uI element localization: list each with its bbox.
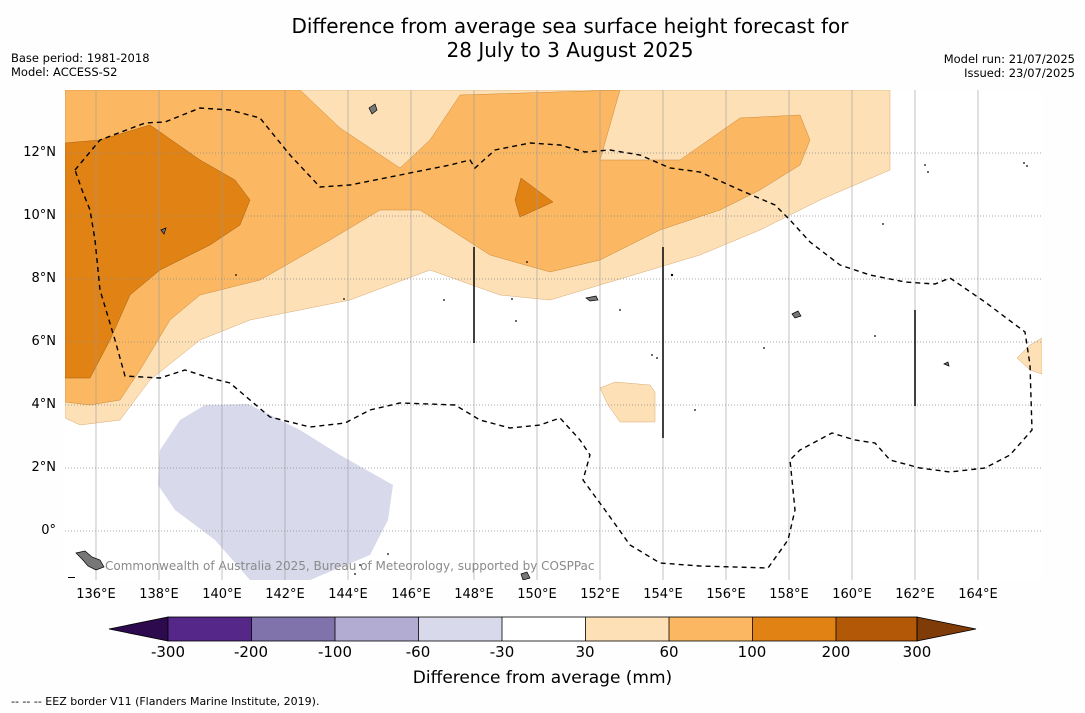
lon-label: 156°E [706,587,746,602]
colorbar-swatch [502,617,586,641]
colorbar-swatch [669,617,753,641]
colorbar-tick: 200 [821,643,851,661]
eez-legend: -- -- -- EEZ border V11 (Flanders Marine… [11,695,320,708]
band-neg-60-30 [158,404,393,580]
lat-label: 8°N [31,271,57,286]
map-title: Difference from average sea surface heig… [170,14,970,62]
colorbar-tick: 60 [659,643,679,661]
lon-label: 144°E [328,587,368,602]
lon-label: 138°E [139,587,179,602]
lon-label: 152°E [580,587,620,602]
base-period: Base period: 1981-2018 [11,51,150,65]
island-png-coast [75,550,105,571]
lon-label: 158°E [769,587,809,602]
title-line-1: Difference from average sea surface heig… [291,14,849,38]
lon-label: 162°E [895,587,935,602]
lat-label: 6°N [31,334,57,349]
island-chuuk [585,295,599,302]
maritime-boundaries [473,247,916,438]
lat-gridlines [65,152,1042,532]
lat-label: 4°N [31,397,57,412]
colorbar-tick: 300 [902,643,932,661]
island-guam-area [368,103,378,115]
colorbar-tick: -100 [317,643,353,661]
island-palau-area [160,227,167,235]
colorbar-tick: -60 [405,643,431,661]
island-pohnpei [791,310,802,319]
map-credit: Commonwealth of Australia 2025, Bureau o… [105,559,595,573]
colorbar-swatch [251,617,335,641]
colorbar-tick: -300 [150,643,186,661]
band-100-200 [65,124,251,379]
colorbar-max-arrow [916,616,977,642]
island-kosrae [943,361,950,367]
model-name: Model: ACCESS-S2 [11,65,118,79]
lon-label: 150°E [517,587,557,602]
lon-label: 142°E [265,587,305,602]
band-60-100 [65,90,811,406]
lat-label: 10°N [23,208,56,223]
lat-label: 12°N [23,145,56,160]
lon-label: 136°E [76,587,116,602]
band-30-60-south [599,381,656,423]
issued-date: Issued: 23/07/2025 [964,66,1075,80]
colorbar-swatch [168,617,252,641]
lon-label: 146°E [391,587,431,602]
lat-label: 0° [41,523,56,538]
colorbar-title: Difference from average (mm) [412,668,673,688]
colorbar-swatch [418,617,502,641]
colorbar-tick: 100 [737,643,767,661]
band-30-60-east [1016,337,1042,375]
islets [68,162,1028,578]
colorbar-tick: -200 [233,643,269,661]
lon-label: 154°E [643,587,683,602]
colorbar-swatch [335,617,419,641]
islands [75,103,950,580]
colorbar-swatch [585,617,669,641]
run-info: Model run: 21/07/2025 Issued: 23/07/2025 [944,52,1075,80]
lon-label: 140°E [202,587,242,602]
lon-label: 148°E [454,587,494,602]
colorbar-min-arrow [108,616,169,642]
lon-label: 164°E [958,587,998,602]
colorbar-swatch [752,617,836,641]
lon-label: 160°E [832,587,872,602]
lat-label: 2°N [31,460,57,475]
title-line-2: 28 July to 3 August 2025 [446,38,694,62]
model-run: Model run: 21/07/2025 [943,52,1075,66]
eez-border [74,107,1033,569]
colorbar-tick: 30 [575,643,595,661]
colorbar-tick: -30 [489,643,515,661]
island-manus [520,571,531,580]
band-100-200-small [514,177,554,218]
colorbar-swatch [836,617,917,641]
model-info: Base period: 1981-2018 Model: ACCESS-S2 [11,51,150,79]
anomaly-field [65,90,1042,580]
